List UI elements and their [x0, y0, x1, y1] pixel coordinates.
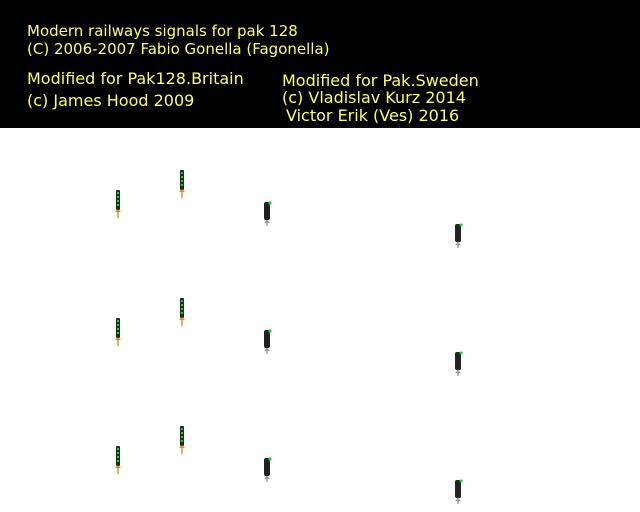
credit-sweden-author-1: (c) Vladislav Kurz 2014 — [282, 88, 466, 107]
credit-britain-author: (c) James Hood 2009 — [27, 91, 195, 110]
tall-signal-icon — [177, 298, 187, 328]
short-signal-icon — [452, 222, 464, 252]
signal-sprite-sheet — [0, 128, 640, 512]
credit-britain-heading: Modified for Pak128.Britain — [27, 69, 244, 88]
tall-signal-icon — [113, 190, 123, 220]
credit-title: Modern railways signals for pak 128 — [27, 22, 298, 40]
short-signal-icon — [452, 478, 464, 508]
tall-signal-icon — [113, 318, 123, 348]
tall-signal-icon — [177, 170, 187, 200]
credit-sweden-author-2: Victor Erik (Ves) 2016 — [286, 106, 460, 125]
short-signal-icon — [261, 328, 273, 358]
credits-banner: Modern railways signals for pak 128 (C) … — [0, 0, 640, 128]
short-signal-icon — [261, 200, 273, 230]
tall-signal-icon — [113, 446, 123, 476]
credit-original-author: (C) 2006-2007 Fabio Gonella (Fagonella) — [27, 40, 330, 58]
credit-sweden-heading: Modified for Pak.Sweden — [282, 71, 479, 90]
short-signal-icon — [261, 456, 273, 486]
tall-signal-icon — [177, 426, 187, 456]
short-signal-icon — [452, 350, 464, 380]
